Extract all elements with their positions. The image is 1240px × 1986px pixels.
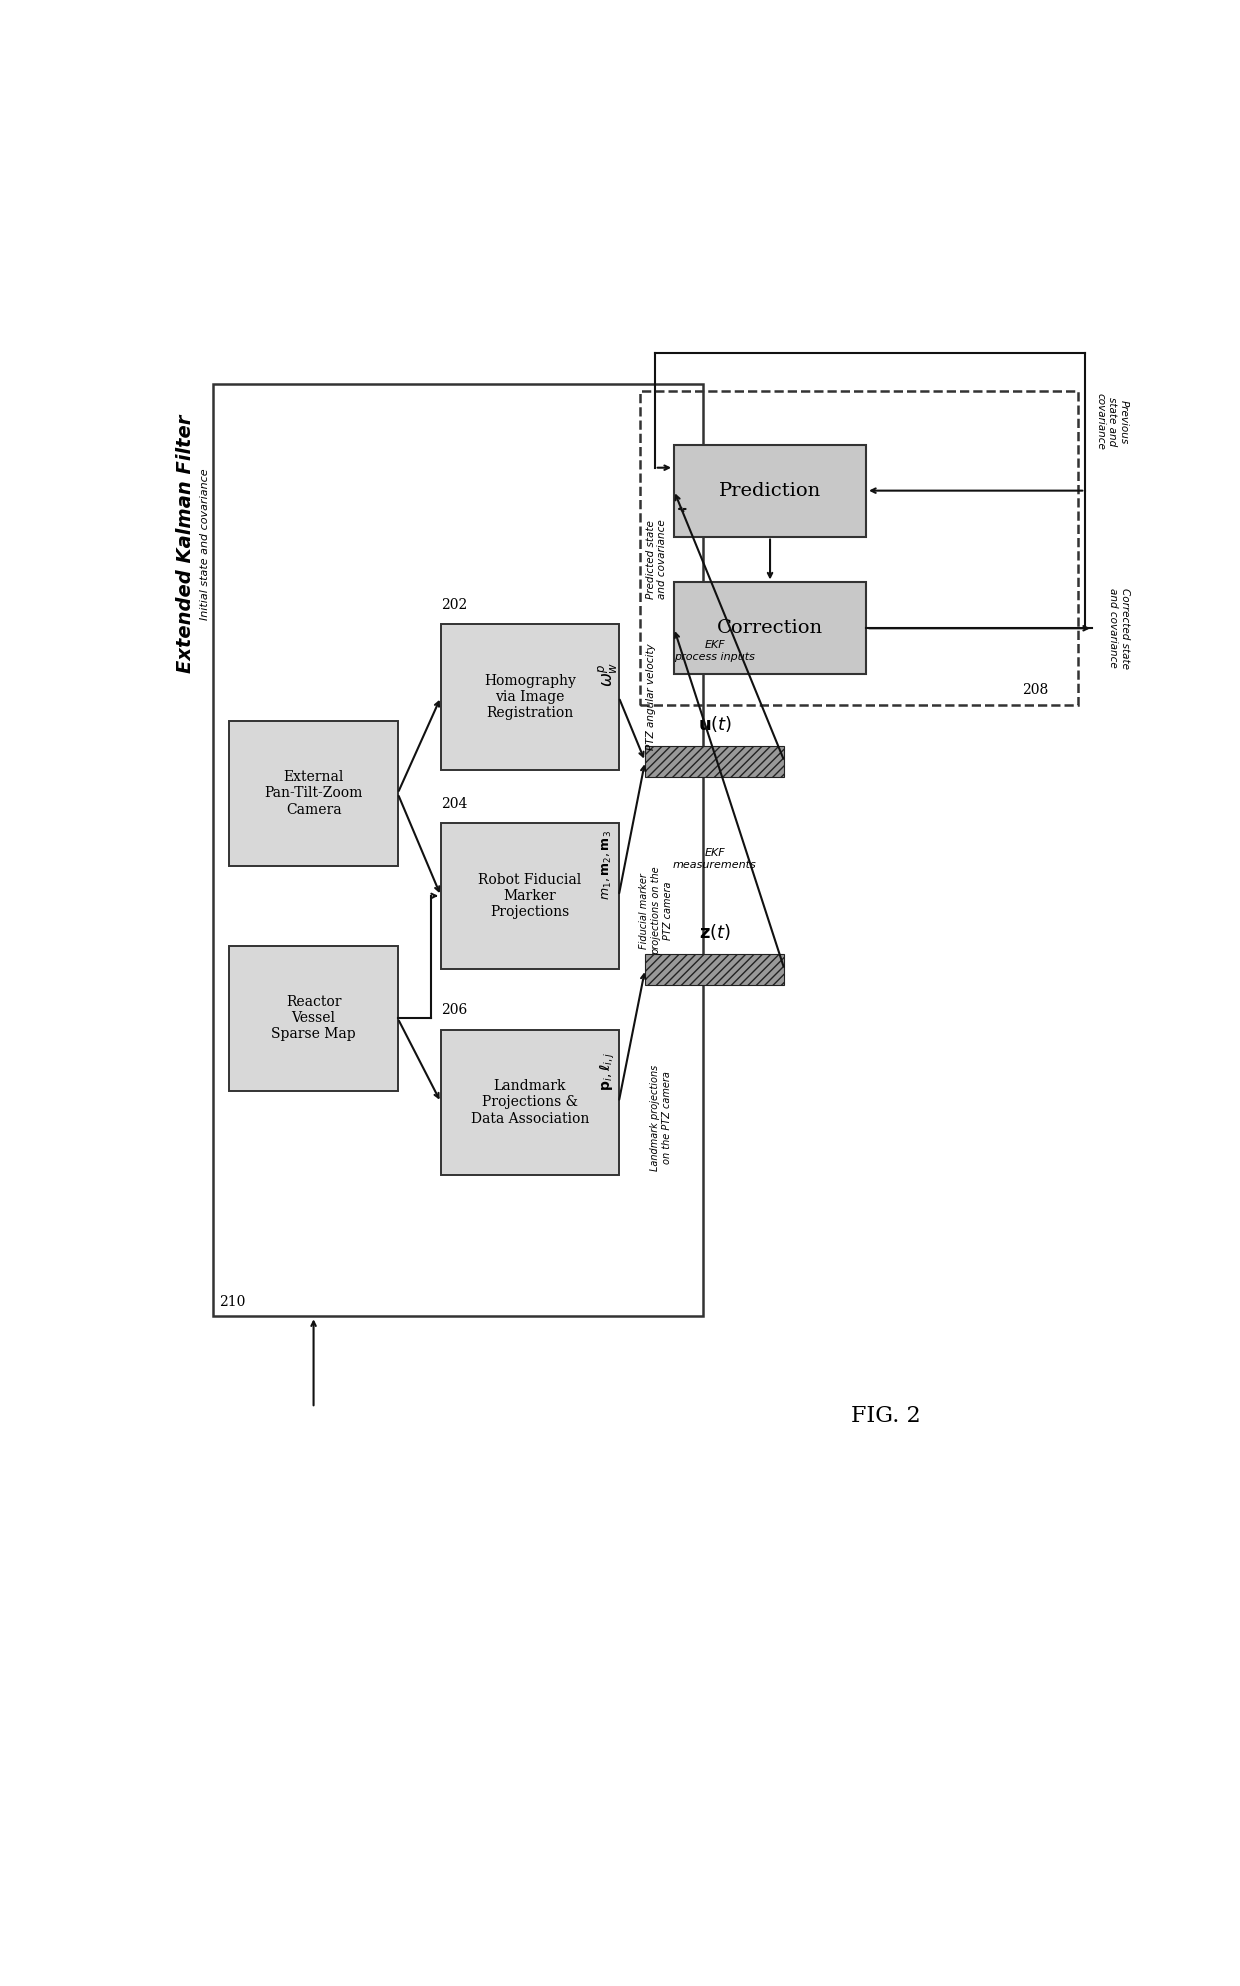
Text: Fiducial marker
projections on the
PTZ camera: Fiducial marker projections on the PTZ c…: [640, 866, 672, 955]
Text: 206: 206: [441, 1003, 467, 1017]
Bar: [645, 747, 785, 777]
FancyBboxPatch shape: [441, 824, 619, 969]
Text: $\omega_w^p$: $\omega_w^p$: [596, 661, 619, 687]
Text: Landmark
Projections &
Data Association: Landmark Projections & Data Association: [471, 1078, 589, 1126]
Text: FIG. 2: FIG. 2: [851, 1404, 920, 1426]
Text: Landmark projections
on the PTZ camera: Landmark projections on the PTZ camera: [650, 1064, 672, 1170]
Text: $\mathbf{p}_i, \boldsymbol{\ell}_{i,j}$: $\mathbf{p}_i, \boldsymbol{\ell}_{i,j}$: [599, 1053, 618, 1092]
Bar: [213, 383, 703, 1317]
FancyBboxPatch shape: [229, 721, 398, 866]
Text: $\mathbf{u}(t)$: $\mathbf{u}(t)$: [698, 713, 732, 733]
Text: Extended Kalman Filter: Extended Kalman Filter: [176, 415, 195, 673]
Text: Previous
state and
covariance: Previous state and covariance: [1096, 393, 1128, 451]
Text: 204: 204: [441, 796, 467, 810]
Bar: [645, 953, 785, 985]
Text: Reactor
Vessel
Sparse Map: Reactor Vessel Sparse Map: [272, 995, 356, 1041]
Text: $m_1, \mathbf{m}_2, \mathbf{m}_3$: $m_1, \mathbf{m}_2, \mathbf{m}_3$: [601, 830, 615, 900]
Text: PTZ angular velocity: PTZ angular velocity: [646, 643, 656, 751]
Text: Robot Fiducial
Marker
Projections: Robot Fiducial Marker Projections: [479, 872, 582, 920]
Text: EKF
process inputs: EKF process inputs: [675, 639, 755, 661]
FancyBboxPatch shape: [441, 1029, 619, 1176]
Text: Correction: Correction: [717, 620, 823, 638]
FancyBboxPatch shape: [229, 945, 398, 1090]
Text: Prediction: Prediction: [719, 483, 821, 500]
Text: 210: 210: [219, 1295, 246, 1309]
Text: 208: 208: [1023, 683, 1049, 697]
Text: Homography
via Image
Registration: Homography via Image Registration: [484, 673, 575, 721]
FancyBboxPatch shape: [675, 582, 866, 673]
FancyBboxPatch shape: [675, 445, 866, 536]
Text: $\mathbf{z}(t)$: $\mathbf{z}(t)$: [699, 922, 730, 941]
Text: 202: 202: [441, 598, 467, 612]
Bar: [640, 391, 1078, 705]
Text: Corrected state
and covariance: Corrected state and covariance: [1109, 588, 1130, 669]
Text: EKF
measurements: EKF measurements: [673, 848, 756, 870]
Text: Predicted state
and covariance: Predicted state and covariance: [646, 520, 667, 600]
Text: Initial state and covariance: Initial state and covariance: [200, 469, 210, 620]
FancyBboxPatch shape: [441, 624, 619, 771]
Text: External
Pan-Tilt-Zoom
Camera: External Pan-Tilt-Zoom Camera: [264, 771, 363, 816]
